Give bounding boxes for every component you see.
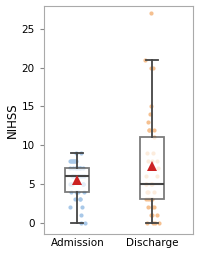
- Point: [70, 189, 73, 194]
- Point: [78, 166, 81, 170]
- Point: [156, 166, 159, 170]
- Point: [71, 174, 74, 178]
- Point: [155, 158, 158, 163]
- Point: [79, 197, 82, 201]
- Point: [81, 182, 85, 186]
- Point: [70, 174, 73, 178]
- Point: [150, 182, 153, 186]
- Point: [71, 166, 74, 170]
- Point: [82, 182, 85, 186]
- Point: [69, 182, 72, 186]
- Point: [143, 58, 147, 62]
- Point: [145, 151, 148, 155]
- Y-axis label: NIHSS: NIHSS: [6, 102, 19, 138]
- Point: [75, 189, 78, 194]
- Point: [151, 166, 154, 170]
- Point: [77, 174, 80, 178]
- Point: [152, 135, 156, 139]
- Point: [152, 128, 156, 132]
- Point: [80, 174, 83, 178]
- Point: [83, 174, 86, 178]
- Point: [146, 189, 150, 194]
- Point: [148, 197, 152, 201]
- Point: [69, 166, 72, 170]
- Point: [155, 213, 158, 217]
- Point: [148, 112, 151, 116]
- Point: [151, 213, 154, 217]
- Point: [152, 221, 155, 225]
- Point: [153, 205, 156, 209]
- Point: [70, 158, 73, 163]
- Point: [81, 166, 85, 170]
- Point: [151, 151, 154, 155]
- PathPatch shape: [140, 137, 164, 199]
- Point: [81, 205, 84, 209]
- Point: [150, 66, 153, 70]
- Point: [154, 221, 157, 225]
- Point: [79, 151, 82, 155]
- Point: [81, 182, 85, 186]
- Point: [148, 128, 151, 132]
- PathPatch shape: [65, 168, 89, 192]
- Point: [151, 158, 154, 163]
- Point: [152, 189, 155, 194]
- Point: [74, 158, 77, 163]
- Point: [79, 213, 83, 217]
- Point: [76, 189, 79, 194]
- Point: [83, 221, 86, 225]
- Point: [145, 189, 148, 194]
- Point: [83, 189, 86, 194]
- Point: [150, 205, 154, 209]
- Point: [149, 104, 153, 108]
- Point: [74, 166, 78, 170]
- Point: [69, 182, 73, 186]
- Point: [74, 166, 78, 170]
- Point: [79, 221, 83, 225]
- Point: [151, 182, 154, 186]
- Point: [73, 197, 76, 201]
- Point: [71, 158, 74, 163]
- Point: [145, 197, 148, 201]
- Point: [144, 174, 147, 178]
- Point: [158, 221, 161, 225]
- Point: [146, 158, 149, 163]
- Point: [74, 151, 78, 155]
- Point: [146, 197, 150, 201]
- Point: [71, 182, 74, 186]
- Point: [68, 205, 72, 209]
- Point: [146, 205, 149, 209]
- Point: [145, 182, 148, 186]
- Point: [156, 174, 159, 178]
- Point: [73, 174, 76, 178]
- Point: [147, 128, 150, 132]
- Point: [144, 182, 147, 186]
- Point: [73, 158, 77, 163]
- Point: [146, 221, 149, 225]
- Point: [79, 197, 82, 201]
- Point: [79, 166, 82, 170]
- Point: [70, 158, 74, 163]
- Point: [150, 11, 153, 15]
- Point: [151, 66, 155, 70]
- Point: [73, 158, 76, 163]
- Point: [76, 166, 79, 170]
- Point: [79, 174, 82, 178]
- Point: [146, 120, 149, 124]
- Point: [68, 158, 71, 163]
- Point: [150, 197, 153, 201]
- Point: [149, 213, 152, 217]
